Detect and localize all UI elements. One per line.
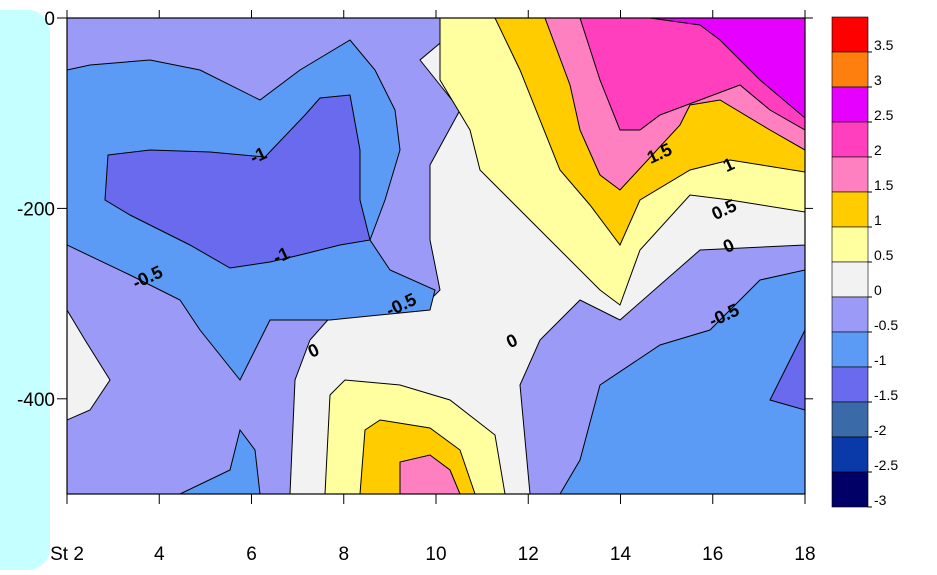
colorbar-label: -2 (874, 422, 887, 438)
colorbar-swatch (831, 86, 869, 123)
y-tick-label: -400 (17, 390, 55, 411)
colorbar-swatch (831, 261, 869, 298)
x-tick-label: 14 (610, 544, 632, 565)
x-tick-label: 12 (518, 544, 539, 565)
band-neg1.5-neg1-right (769, 329, 805, 411)
contour-label: -1 (247, 143, 270, 168)
band-neg1.5-neg1-left (104, 94, 371, 269)
x-tick-label: 6 (246, 544, 257, 565)
colorbar-swatch (831, 401, 869, 438)
colorbar-label: -1.5 (874, 387, 898, 403)
band-neg1-neg0.5-right (559, 269, 805, 494)
colorbar-swatch (831, 226, 869, 263)
colorbar-swatch (831, 366, 869, 403)
colorbar-swatch (831, 436, 869, 473)
y-tick-label: -200 (17, 199, 55, 220)
x-tick-label: 18 (794, 544, 815, 565)
x-tick-label: 10 (425, 544, 446, 565)
band-neg1-neg0.5-bottom (179, 428, 261, 494)
colorbar-label: 0.5 (874, 247, 894, 263)
x-tick-label: St 2 (50, 544, 84, 565)
contour-fills (67, 18, 805, 494)
colorbar-label: 0 (874, 282, 882, 298)
colorbar-label: 2.5 (874, 107, 894, 123)
colorbar-swatch (831, 121, 869, 158)
colorbar-label: -0.5 (874, 317, 898, 333)
colorbar-label: -3 (874, 492, 887, 508)
band-2.5-3-top (649, 18, 805, 119)
band-0-0.5-left (67, 309, 111, 421)
colorbar-swatch (831, 296, 869, 333)
x-tick-label: 8 (338, 544, 349, 565)
band-1.5-2-bottom (399, 454, 461, 494)
colorbar-label: 1.5 (874, 177, 894, 193)
colorbar-label: 2 (874, 142, 882, 158)
y-axis: 0 -200 -400 (17, 9, 813, 411)
colorbar-swatch (831, 16, 869, 53)
colorbar-label: -1 (874, 352, 887, 368)
y-tick-label: 0 (44, 9, 55, 30)
colorbar-swatch (831, 51, 869, 88)
contour-label: -1 (270, 243, 293, 268)
x-tick-label: 16 (702, 544, 723, 565)
x-tick-label: 4 (154, 544, 165, 565)
colorbar-label: 1 (874, 212, 882, 228)
colorbar-swatch (831, 331, 869, 368)
side-panel (0, 10, 50, 570)
colorbar-swatch (831, 191, 869, 228)
colorbar-swatch (831, 156, 869, 193)
colorbar-label: 3 (874, 72, 882, 88)
colorbar-label: 3.5 (874, 37, 894, 53)
colorbar-swatch (831, 471, 869, 508)
colorbar: 3.5 3 2.5 2 1.5 1 0.5 0 -0.5 -1 -1.5 -2 -2.5 -3 (831, 16, 898, 508)
x-axis: St 2 4 6 8 10 12 14 16 18 (50, 10, 816, 565)
colorbar-label: -2.5 (874, 457, 898, 473)
